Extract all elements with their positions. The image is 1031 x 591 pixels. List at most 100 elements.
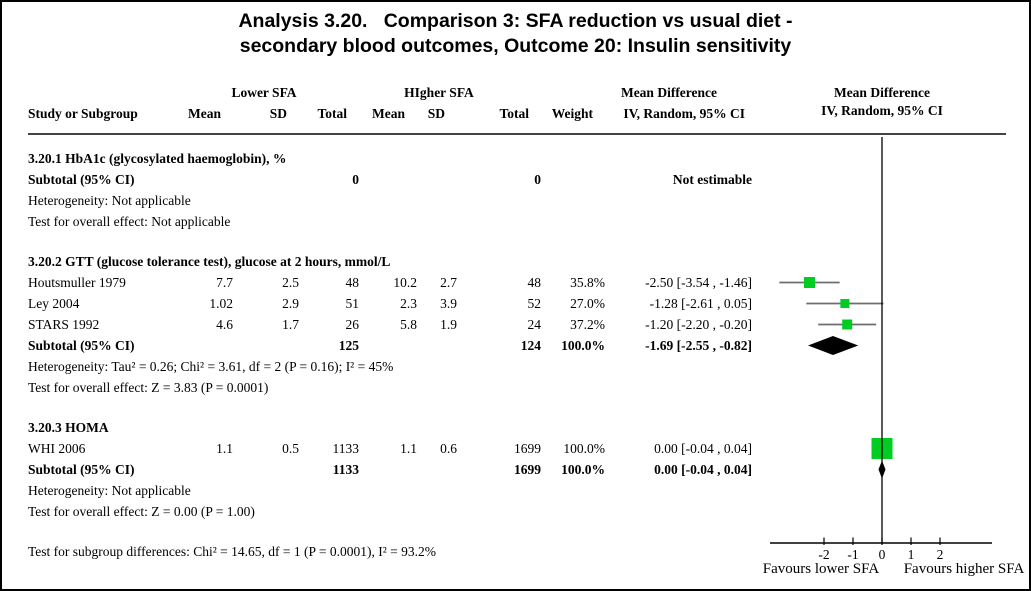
results-table: 3.20.1 HbA1c (glycosylated haemoglobin),… <box>28 148 752 562</box>
mean-higher-cell: 10.2 <box>393 275 417 290</box>
column-header-sd-higher: SD <box>427 106 445 121</box>
group-header-lower-sfa: Lower SFA <box>231 85 297 100</box>
sd-lower-cell: 0.5 <box>282 441 299 456</box>
subtotal-row: Subtotal (95% CI) 125 124 100.0% -1.69 [-2.5… <box>28 335 752 356</box>
sd-lower-cell: 2.5 <box>282 275 299 290</box>
weight-cell: 37.2% <box>570 317 605 332</box>
study-point-square <box>842 319 853 330</box>
column-header-mean-lower: Mean <box>188 106 221 121</box>
total-lower-cell: 1133 <box>332 441 360 456</box>
plot-header-mean-difference: Mean Difference <box>833 85 931 100</box>
column-header-mean-higher: Mean <box>372 106 405 121</box>
mean-difference-ci-cell: Not estimable <box>672 172 752 187</box>
axis-tick-label: 1 <box>908 547 915 562</box>
column-header-ci: IV, Random, 95% CI <box>623 106 745 121</box>
favours-right-label: Favours higher SFA <box>903 561 1025 577</box>
header-divider-line <box>28 133 1006 135</box>
total-lower-cell: 125 <box>338 338 359 353</box>
subtotal-diamond <box>878 460 886 479</box>
total-lower-cell: 1133 <box>332 462 359 477</box>
mean-higher-cell: 5.8 <box>400 317 417 332</box>
total-higher-cell: 0 <box>534 172 541 187</box>
subtotal-diamond <box>808 336 859 355</box>
subtotal-row: Subtotal (95% CI) 1133 1699 100.0% 0.00 [-0.… <box>28 459 752 480</box>
sd-lower-cell: 1.7 <box>282 317 299 332</box>
subgroup-section-header: 3.20.1 HbA1c (glycosylated haemoglobin),… <box>28 151 287 166</box>
mean-lower-cell: 1.1 <box>216 441 233 456</box>
favours-left-label: Favours lower SFA <box>762 561 880 577</box>
figure-title-line1: Analysis 3.20. Comparison 3: SFA reducti… <box>238 10 793 32</box>
study-name-cell: Subtotal (95% CI) <box>28 338 135 353</box>
axis-tick-label: 0 <box>879 547 886 562</box>
plot-header-method: IV, Random, 95% CI <box>821 103 943 118</box>
mean-higher-cell: 2.3 <box>400 296 417 311</box>
total-lower-cell: 51 <box>345 296 360 311</box>
study-name-cell: Houtsmuller 1979 <box>28 275 126 290</box>
subgroup-section-header: 3.20.2 GTT (glucose tolerance test), glu… <box>28 254 391 269</box>
subtotal-row: Subtotal (95% CI) 0 0 Not estimable <box>28 169 752 190</box>
study-row: STARS 1992 4.6 1.7 26 5.8 1.9 24 37.2% -1.20 [-2… <box>28 314 752 335</box>
mean-lower-cell: 4.6 <box>216 317 233 332</box>
axis-tick-label: -1 <box>847 547 858 562</box>
total-higher-cell: 52 <box>527 296 542 311</box>
total-higher-cell: 48 <box>527 275 542 290</box>
study-name-cell: WHI 2006 <box>28 441 86 456</box>
sd-higher-cell: 3.9 <box>440 296 457 311</box>
mean-difference-ci-cell: 0.00 [-0.04 , 0.04] <box>654 462 752 477</box>
total-higher-cell: 124 <box>520 338 541 353</box>
statistics-note: Test for overall effect: Not applicable <box>28 214 231 229</box>
total-higher-cell: 24 <box>527 317 542 332</box>
mean-difference-ci-cell: -2.50 [-3.54 , -1.46] <box>645 275 752 290</box>
statistics-note: Test for overall effect: Z = 3.83 (P = 0… <box>28 380 269 395</box>
column-header-study: Study or Subgroup <box>28 106 138 121</box>
group-header-mean-difference: Mean Difference <box>620 85 718 100</box>
study-point-square <box>804 277 815 288</box>
subgroup-section-header: 3.20.3 HOMA <box>28 420 109 435</box>
column-header-total-lower: Total <box>317 106 347 121</box>
weight-cell: 100.0% <box>563 441 605 456</box>
total-higher-cell: 1699 <box>514 441 541 456</box>
study-name-cell: Subtotal (95% CI) <box>28 172 135 187</box>
sd-higher-cell: 1.9 <box>440 317 457 332</box>
statistics-note: Heterogeneity: Not applicable <box>28 483 191 498</box>
mean-lower-cell: 1.02 <box>209 296 233 311</box>
study-name-cell: Ley 2004 <box>28 296 80 311</box>
weight-cell: 100.0% <box>561 462 605 477</box>
study-row: Ley 2004 1.02 2.9 51 2.3 3.9 52 27.0% -1.28 [-2.… <box>28 293 752 314</box>
mean-lower-cell: 7.7 <box>216 275 233 290</box>
sd-higher-cell: 0.6 <box>440 441 457 456</box>
total-lower-cell: 0 <box>352 172 359 187</box>
study-row: Houtsmuller 1979 7.7 2.5 48 10.2 2.7 48 35.8% -2… <box>28 272 752 293</box>
total-lower-cell: 48 <box>345 275 360 290</box>
statistics-note: Heterogeneity: Not applicable <box>28 193 191 208</box>
axis-tick-label: 2 <box>937 547 944 562</box>
study-name-cell: STARS 1992 <box>28 317 100 332</box>
column-header-weight: Weight <box>551 106 593 121</box>
study-row: WHI 2006 1.1 0.5 1133 1.1 0.6 1699 100.0% 0.00 [… <box>28 438 752 459</box>
column-header-total-higher: Total <box>499 106 529 121</box>
sd-lower-cell: 2.9 <box>282 296 299 311</box>
mean-higher-cell: 1.1 <box>400 441 417 456</box>
column-header-sd-lower: SD <box>269 106 287 121</box>
column-header-row: Study or Subgroup Mean SD Total Mean SD … <box>28 103 752 124</box>
study-name-cell: Subtotal (95% CI) <box>28 462 135 477</box>
sd-higher-cell: 2.7 <box>440 275 457 290</box>
mean-difference-ci-cell: -1.28 [-2.61 , 0.05] <box>649 296 752 311</box>
statistics-note: Test for overall effect: Z = 0.00 (P = 1… <box>28 504 255 519</box>
mean-difference-ci-cell: 0.00 [-0.04 , 0.04] <box>654 441 752 456</box>
group-header-higher-sfa: HIgher SFA <box>404 85 474 100</box>
total-higher-cell: 1699 <box>514 462 541 477</box>
total-lower-cell: 26 <box>345 317 360 332</box>
weight-cell: 100.0% <box>561 338 605 353</box>
statistics-note: Test for subgroup differences: Chi² = 14… <box>28 544 437 559</box>
axis-tick-label: -2 <box>818 547 829 562</box>
mean-difference-ci-cell: -1.69 [-2.55 , -0.82] <box>645 338 752 353</box>
weight-cell: 35.8% <box>570 275 605 290</box>
mean-difference-ci-cell: -1.20 [-2.20 , -0.20] <box>645 317 752 332</box>
weight-cell: 27.0% <box>570 296 605 311</box>
statistics-note: Heterogeneity: Tau² = 0.26; Chi² = 3.61,… <box>28 359 394 374</box>
figure-title-line2: secondary blood outcomes, Outcome 20: In… <box>239 35 792 57</box>
study-point-square <box>840 299 850 308</box>
